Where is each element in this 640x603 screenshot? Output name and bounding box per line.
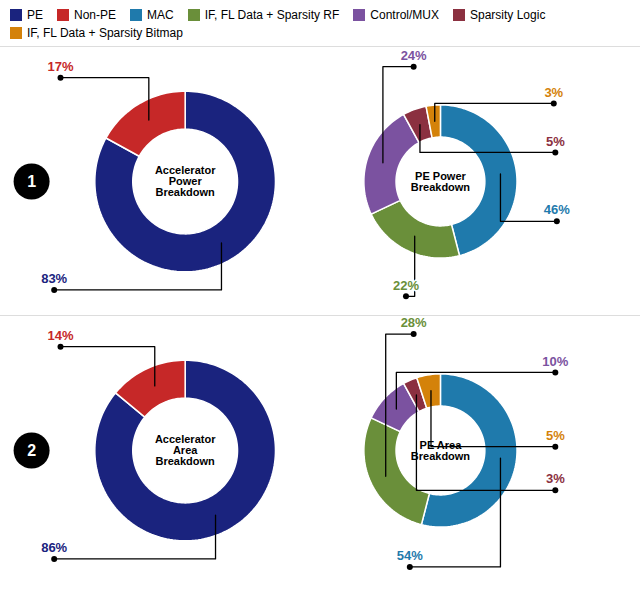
html-text:Non-PE: Non-PE: [74, 8, 116, 22]
svg-text:PE AreaBreakdown: PE AreaBreakdown: [411, 439, 471, 462]
svg-text:PE PowerBreakdown: PE PowerBreakdown: [411, 170, 471, 193]
svg-text:17%: 17%: [47, 59, 73, 74]
svg-text:AcceleratorAreaBreakdown: AcceleratorAreaBreakdown: [155, 433, 216, 467]
svg-text:10%: 10%: [542, 354, 568, 369]
svg-text:46%: 46%: [544, 202, 570, 217]
svg-text:83%: 83%: [41, 271, 67, 286]
html-text:Sparsity Logic: Sparsity Logic: [470, 8, 546, 22]
svg-text:28%: 28%: [401, 315, 427, 330]
html-text:MAC: MAC: [147, 8, 174, 22]
svg-text:86%: 86%: [41, 540, 67, 555]
html-text:IF, FL Data + Sparsity RF: IF, FL Data + Sparsity RF: [204, 8, 340, 22]
svg-text:5%: 5%: [546, 428, 565, 443]
svg-text:54%: 54%: [397, 548, 423, 563]
html-text:Control/MUX: Control/MUX: [370, 8, 439, 22]
html-text:PE: PE: [27, 8, 43, 22]
svg-text:1: 1: [27, 173, 36, 190]
svg-text:3%: 3%: [544, 85, 563, 100]
html-text:IF, FL Data + Sparsity Bitmap: IF, FL Data + Sparsity Bitmap: [27, 26, 183, 40]
svg-text:14%: 14%: [47, 328, 73, 343]
svg-text:24%: 24%: [401, 48, 427, 63]
svg-text:3%: 3%: [546, 471, 565, 486]
svg-text:22%: 22%: [393, 278, 419, 293]
svg-text:AcceleratorPowerBreakdown: AcceleratorPowerBreakdown: [155, 164, 216, 198]
svg-text:5%: 5%: [546, 134, 565, 149]
svg-text:2: 2: [27, 442, 36, 459]
